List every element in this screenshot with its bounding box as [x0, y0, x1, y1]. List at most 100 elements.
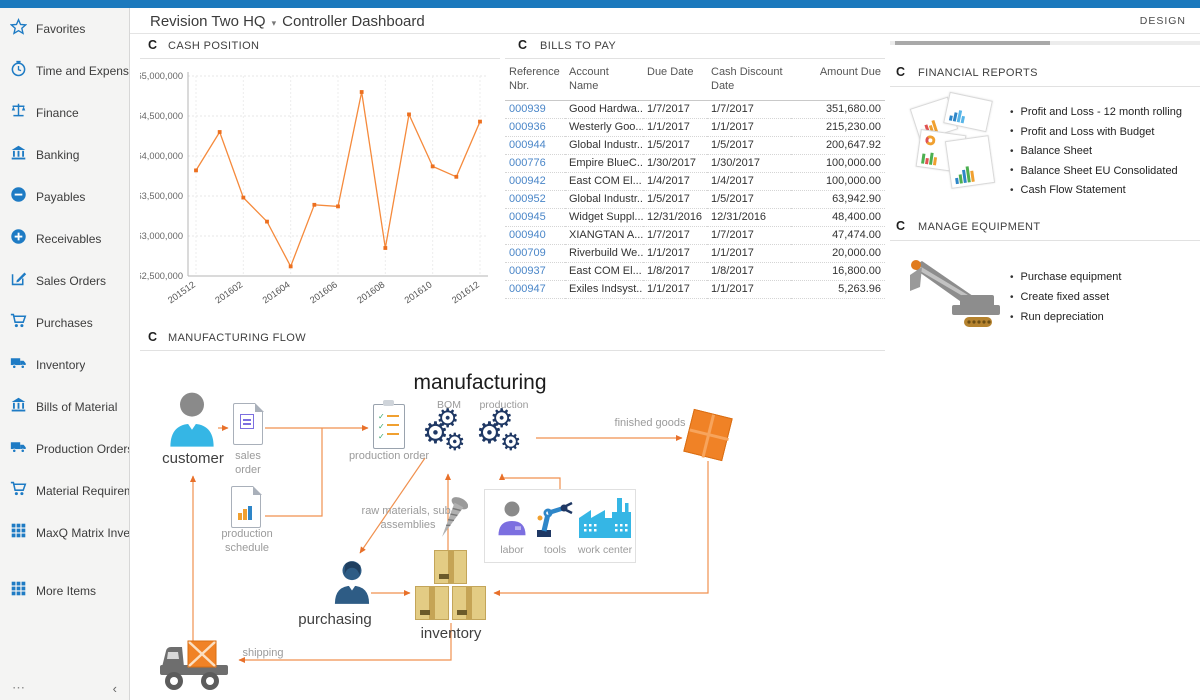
- production-gears-icon: ⚙ ⚙ ⚙: [476, 403, 522, 456]
- sidebar-item-purchases[interactable]: Purchases: [0, 302, 129, 344]
- equipment-link[interactable]: Run depreciation: [1010, 311, 1121, 323]
- due-date-cell: 1/5/2017: [643, 136, 707, 155]
- sidebar-item-bills-of-material[interactable]: Bills of Material: [0, 386, 129, 428]
- svg-text:62,500,000: 62,500,000: [140, 271, 183, 281]
- reference-nbr-link[interactable]: 000940: [505, 226, 565, 245]
- amount-due-cell: 5,263.96: [791, 280, 885, 299]
- purchasing-icon: [334, 561, 370, 604]
- column-header[interactable]: Amount Due: [791, 62, 885, 101]
- account-name-cell: Global Industr...: [565, 190, 643, 209]
- sidebar-item-favorites[interactable]: Favorites: [0, 8, 129, 50]
- bills-to-pay-title: BILLS TO PAY: [540, 40, 617, 52]
- sidebar-item-label: More Items: [36, 584, 97, 598]
- cash-discount-date-cell: 1/1/2017: [707, 280, 791, 299]
- raw-materials-label: raw materials, sub-assemblies: [361, 505, 455, 531]
- svg-text:201604: 201604: [261, 279, 292, 305]
- reference-nbr-link[interactable]: 000945: [505, 208, 565, 227]
- column-header[interactable]: Due Date: [643, 62, 707, 101]
- reference-nbr-link[interactable]: 000709: [505, 244, 565, 263]
- scales-icon: [10, 102, 27, 124]
- bom-label: BOM: [437, 399, 461, 411]
- sidebar-item-label: Purchases: [36, 316, 93, 330]
- amount-due-cell: 100,000.00: [791, 154, 885, 173]
- sidebar-item-label: Receivables: [36, 232, 102, 246]
- reference-nbr-link[interactable]: 000942: [505, 172, 565, 191]
- svg-text:201602: 201602: [213, 279, 244, 305]
- reference-nbr-link[interactable]: 000936: [505, 118, 565, 137]
- sidebar-item-receivables[interactable]: Receivables: [0, 218, 129, 260]
- reference-nbr-link[interactable]: 000939: [505, 100, 565, 119]
- table-row[interactable]: 000776 Empire BlueC... 1/30/2017 1/30/2017 1…: [505, 154, 885, 173]
- report-link[interactable]: Balance Sheet EU Consolidated: [1010, 165, 1182, 177]
- table-row[interactable]: 000936 Westerly Goo... 1/1/2017 1/1/2017 215…: [505, 118, 885, 137]
- table-row[interactable]: 000939 Good Hardwa... 1/7/2017 1/7/2017 351,…: [505, 100, 885, 119]
- table-row[interactable]: 000942 East COM El... 1/4/2017 1/4/2017 100,…: [505, 172, 885, 191]
- collapse-sidebar-icon[interactable]: ‹: [112, 681, 117, 696]
- refresh-icon[interactable]: C: [148, 330, 158, 344]
- company-name[interactable]: Revision Two HQ: [150, 13, 266, 30]
- svg-text:201512: 201512: [166, 279, 197, 305]
- sidebar-item-banking[interactable]: Banking: [0, 134, 129, 176]
- report-link[interactable]: Profit and Loss - 12 month rolling: [1010, 106, 1182, 118]
- table-row[interactable]: 000945 Widget Suppl... 12/31/2016 12/31/201…: [505, 208, 885, 227]
- sidebar-item-maxq-matrix-invent[interactable]: MaxQ Matrix Invent...: [0, 512, 129, 554]
- cash-discount-date-cell: 12/31/2016: [707, 208, 791, 227]
- equipment-link[interactable]: Purchase equipment: [1010, 271, 1122, 283]
- screw-icon: [442, 497, 468, 537]
- sidebar-item-inventory[interactable]: Inventory: [0, 344, 129, 386]
- sidebar-item-label: Time and Expenses: [36, 64, 129, 78]
- amount-due-cell: 215,230.00: [791, 118, 885, 137]
- cart-icon: [10, 480, 27, 502]
- cash-discount-date-cell: 1/1/2017: [707, 244, 791, 263]
- report-link[interactable]: Profit and Loss with Budget: [1010, 126, 1182, 138]
- svg-text:201608: 201608: [355, 279, 386, 305]
- scrollbar-track[interactable]: [890, 41, 1200, 45]
- tools-icon: [537, 501, 573, 537]
- report-link[interactable]: Cash Flow Statement: [1010, 184, 1182, 196]
- sidebar-item-sales-orders[interactable]: Sales Orders: [0, 260, 129, 302]
- breadcrumb[interactable]: Revision Two HQ ▾ Controller Dashboard: [150, 13, 425, 30]
- due-date-cell: 1/7/2017: [643, 226, 707, 245]
- plus-circle-icon: [10, 228, 27, 250]
- refresh-icon[interactable]: C: [896, 65, 906, 79]
- design-button[interactable]: DESIGN: [1139, 15, 1186, 27]
- reference-nbr-link[interactable]: 000947: [505, 280, 565, 299]
- refresh-icon[interactable]: C: [148, 38, 158, 52]
- production-schedule-icon: [231, 485, 262, 528]
- sidebar-item-finance[interactable]: Finance: [0, 92, 129, 134]
- sidebar-item-production-orders[interactable]: Production Orders: [0, 428, 129, 470]
- more-options-icon[interactable]: ⋯: [12, 680, 25, 695]
- amount-due-cell: 48,400.00: [791, 208, 885, 227]
- reference-nbr-link[interactable]: 000776: [505, 154, 565, 173]
- account-name-cell: Empire BlueC...: [565, 154, 643, 173]
- production-order-label: production order: [348, 450, 430, 462]
- reference-nbr-link[interactable]: 000937: [505, 262, 565, 281]
- table-row[interactable]: 000952 Global Industr... 1/5/2017 1/5/2017 6…: [505, 190, 885, 209]
- account-name-cell: Widget Suppl...: [565, 208, 643, 227]
- refresh-icon[interactable]: C: [896, 219, 906, 233]
- work-center-icon: [579, 498, 631, 538]
- column-header[interactable]: Cash Discount Date: [707, 62, 791, 101]
- table-row[interactable]: 000937 East COM El... 1/8/2017 1/8/2017 16,8…: [505, 262, 885, 281]
- divider: [890, 240, 1200, 241]
- sidebar-item-time-and-expenses[interactable]: Time and Expenses: [0, 50, 129, 92]
- cash-discount-date-cell: 1/7/2017: [707, 226, 791, 245]
- table-row[interactable]: 000947 Exiles Indsyst... 1/1/2017 1/1/2017 5…: [505, 280, 885, 299]
- page-header: Revision Two HQ ▾ Controller Dashboard DES…: [130, 8, 1200, 34]
- scrollbar-thumb[interactable]: [895, 41, 1050, 45]
- table-row[interactable]: 000940 XIANGTAN A... 1/7/2017 1/7/2017 47,47…: [505, 226, 885, 245]
- sidebar-item-material-requirem[interactable]: Material Requirem...: [0, 470, 129, 512]
- bills-to-pay-table: Reference Nbr. Account Name Due Date Cash D…: [505, 62, 885, 299]
- svg-text:64,500,000: 64,500,000: [140, 111, 183, 121]
- column-header[interactable]: Account Name: [565, 62, 643, 101]
- table-row[interactable]: 000709 Riverbuild We... 1/1/2017 1/1/2017 20…: [505, 244, 885, 263]
- table-row[interactable]: 000944 Global Industr... 1/5/2017 1/5/2017 2…: [505, 136, 885, 155]
- equipment-link[interactable]: Create fixed asset: [1010, 291, 1121, 303]
- refresh-icon[interactable]: C: [518, 38, 528, 52]
- reference-nbr-link[interactable]: 000944: [505, 136, 565, 155]
- sidebar-item-more-items[interactable]: More Items: [0, 570, 129, 612]
- reference-nbr-link[interactable]: 000952: [505, 190, 565, 209]
- report-link[interactable]: Balance Sheet: [1010, 145, 1182, 157]
- column-header[interactable]: Reference Nbr.: [505, 62, 565, 101]
- sidebar-item-payables[interactable]: Payables: [0, 176, 129, 218]
